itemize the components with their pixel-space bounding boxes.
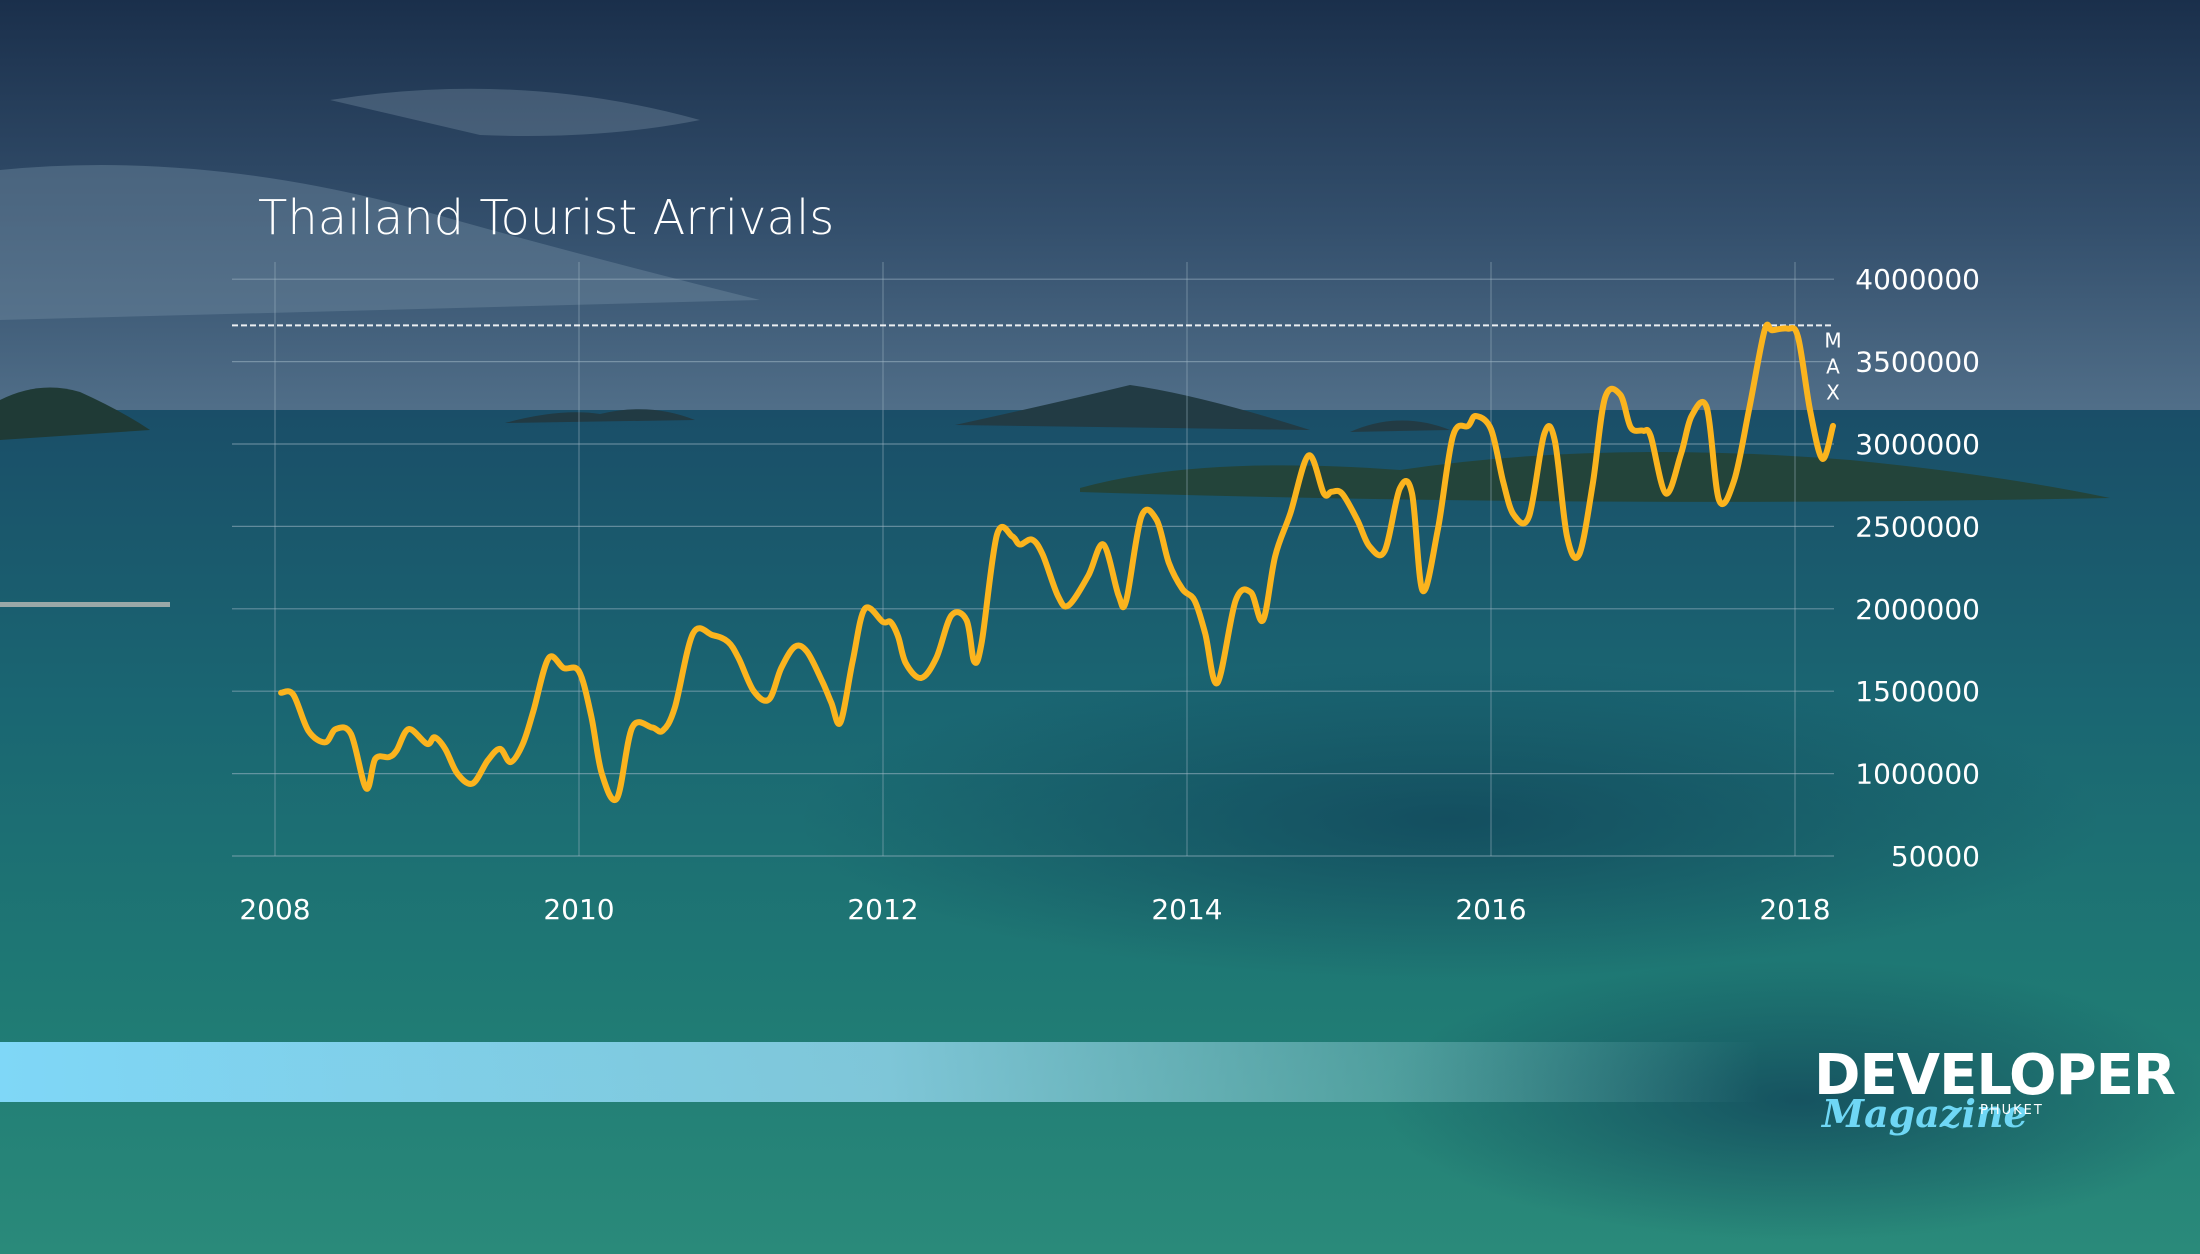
logo-script: Magazine: [1820, 1091, 2028, 1136]
y-axis-ticks: 50000 1000000 1500000 2000000 2500000 3000000…: [1855, 263, 1980, 873]
x-tick-label-1: 2010: [543, 893, 614, 926]
grid-lines: [232, 262, 1834, 857]
y-tick-label-2: 1500000: [1855, 675, 1980, 708]
logo: DEVELOPER Magazine PHUKET: [1814, 1043, 2176, 1136]
sky: [0, 0, 2200, 420]
y-tick-label-0: 50000: [1891, 840, 1980, 873]
logo-small: PHUKET: [1980, 1103, 2044, 1118]
chart-title: Thailand Tourist Arrivals: [258, 190, 834, 246]
y-tick-label-1: 1000000: [1855, 758, 1980, 791]
max-label-letter-2: X: [1826, 380, 1840, 404]
clouds: [0, 165, 760, 320]
pier: [0, 602, 170, 607]
max-label-letter-1: A: [1826, 354, 1840, 378]
island-far-1: [505, 409, 695, 423]
island-left: [0, 387, 150, 440]
reef-2: [1380, 960, 2200, 1240]
max-line-group: MAX: [232, 324, 1842, 404]
island-far-3: [1350, 420, 1450, 432]
island-far-2: [955, 385, 1310, 430]
x-tick-label-3: 2014: [1151, 893, 1222, 926]
x-axis-ticks: 2008 2010 2012 2014 2016 2018: [239, 893, 1830, 926]
series-group: [278, 321, 1836, 804]
series-line-0: [278, 321, 1836, 804]
accent-bar: [0, 1042, 1760, 1102]
logo-main: DEVELOPER: [1814, 1043, 2175, 1108]
y-tick-label-4: 2500000: [1855, 510, 1980, 543]
y-tick-label-3: 2000000: [1855, 593, 1980, 626]
y-tick-label-7: 4000000: [1855, 263, 1980, 296]
x-tick-label-2: 2012: [847, 893, 918, 926]
x-tick-label-4: 2016: [1455, 893, 1526, 926]
x-tick-label-5: 2018: [1759, 893, 1830, 926]
y-tick-label-6: 3500000: [1855, 346, 1980, 379]
reef: [800, 660, 2100, 980]
y-tick-label-5: 3000000: [1855, 428, 1980, 461]
max-label-letter-0: M: [1824, 328, 1841, 352]
x-tick-label-0: 2008: [239, 893, 310, 926]
clouds-2: [330, 88, 700, 136]
